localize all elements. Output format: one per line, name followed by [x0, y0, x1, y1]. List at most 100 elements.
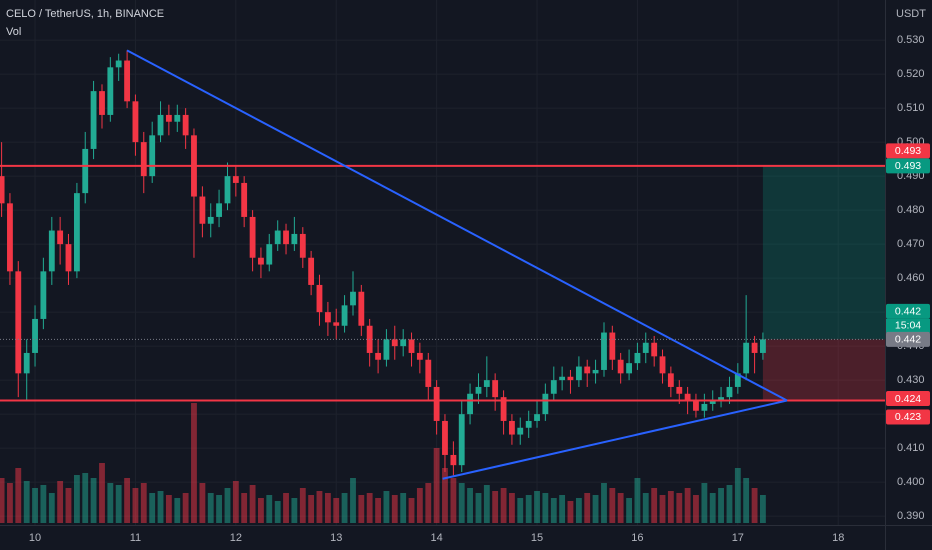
candle-body [65, 244, 72, 272]
volume-bar [140, 483, 147, 523]
x-tick-label: 17 [732, 532, 744, 544]
candle-body [149, 135, 156, 177]
volume-bar [266, 495, 273, 523]
candle-body [241, 182, 248, 217]
x-tick-label: 14 [431, 532, 443, 544]
candle-body [601, 332, 607, 370]
volume-bar [500, 488, 507, 523]
y-tick-label: 0.390 [897, 510, 925, 522]
candle-body [157, 114, 164, 136]
candle-body [416, 352, 423, 360]
candle-body [442, 420, 448, 455]
candle-body [475, 386, 482, 394]
x-tick-label: 12 [230, 532, 242, 544]
volume-bar [224, 488, 231, 523]
volume-bar [534, 491, 540, 523]
candle-body [609, 332, 616, 360]
price-badge-label: 0.424 [895, 393, 921, 405]
candle-body [199, 196, 206, 224]
candle-body [0, 176, 5, 204]
volume-bar [358, 495, 365, 523]
y-tick-label: 0.470 [897, 238, 925, 250]
candle-body [291, 233, 298, 245]
volume-bar [726, 485, 733, 523]
candle-body [718, 397, 724, 401]
volume-bar [115, 485, 122, 523]
volume-bar [575, 498, 582, 523]
price-badge [886, 143, 930, 159]
candle-body [73, 193, 80, 272]
volume-bar [509, 493, 515, 523]
volume-bar [341, 493, 348, 523]
candle-body [7, 203, 13, 272]
volume-bar [475, 493, 482, 523]
candle-body [584, 366, 591, 374]
volume-bar [241, 493, 248, 523]
candle-body [509, 420, 515, 435]
volume-bar [258, 498, 264, 523]
y-tick-label: 0.530 [897, 34, 925, 46]
candle-body [258, 257, 264, 265]
candle-body [182, 114, 189, 136]
volume-bar [693, 495, 699, 523]
volume-bar [684, 488, 691, 523]
candle-body [701, 403, 708, 411]
candle-body [283, 230, 289, 245]
y-tick-label: 0.510 [897, 102, 925, 114]
volume-bar [7, 483, 13, 523]
volume-bar [550, 498, 557, 523]
volume-bar [232, 481, 239, 523]
loss-zone [762, 339, 885, 401]
candle-body [500, 397, 507, 421]
volume-bar [182, 493, 189, 523]
volume-bar [132, 488, 139, 523]
volume-bar [467, 488, 473, 523]
candle-body [324, 312, 331, 323]
y-tick-label: 0.460 [897, 272, 925, 284]
volume-bar [483, 485, 490, 523]
candle-body [375, 352, 382, 360]
candle-body [174, 114, 181, 122]
volume-bar [517, 498, 524, 523]
volume-bar [525, 495, 532, 523]
price-badge-label: 0.423 [895, 411, 921, 423]
candle-body [32, 318, 38, 353]
x-tick-label: 15 [531, 532, 543, 544]
volume-bar [592, 495, 599, 523]
volume-bar [542, 493, 549, 523]
volume-bar [400, 493, 407, 523]
volume-bar [450, 478, 457, 523]
candle-body [107, 67, 114, 115]
volume-bar [23, 481, 30, 523]
volume-bar [634, 478, 641, 523]
volume-bar [73, 475, 80, 523]
candle-body [316, 284, 323, 313]
candle-body [567, 376, 574, 381]
candle-body [693, 400, 699, 411]
candle-body [124, 60, 131, 102]
candle-body [667, 373, 674, 387]
candle-body [224, 176, 231, 204]
volume-bar [743, 478, 750, 523]
candle-body [207, 216, 214, 224]
volume-bar [283, 493, 289, 523]
candle-body [350, 291, 356, 306]
y-tick-label: 0.400 [897, 476, 925, 488]
trend-line [442, 399, 788, 480]
volume-bar [383, 491, 390, 523]
candle-body [90, 91, 97, 149]
volume-bar [207, 493, 214, 523]
volume-bar [99, 463, 105, 523]
x-tick-label: 18 [832, 532, 844, 544]
candle-body [274, 230, 281, 245]
volume-bar [157, 491, 164, 523]
volume-bar [676, 493, 683, 523]
volume-bar [718, 488, 724, 523]
candle-body [760, 339, 766, 353]
volume-bar [40, 485, 47, 523]
volume-bar [124, 478, 131, 523]
volume-bar [734, 468, 741, 523]
volume-bar [350, 478, 356, 523]
